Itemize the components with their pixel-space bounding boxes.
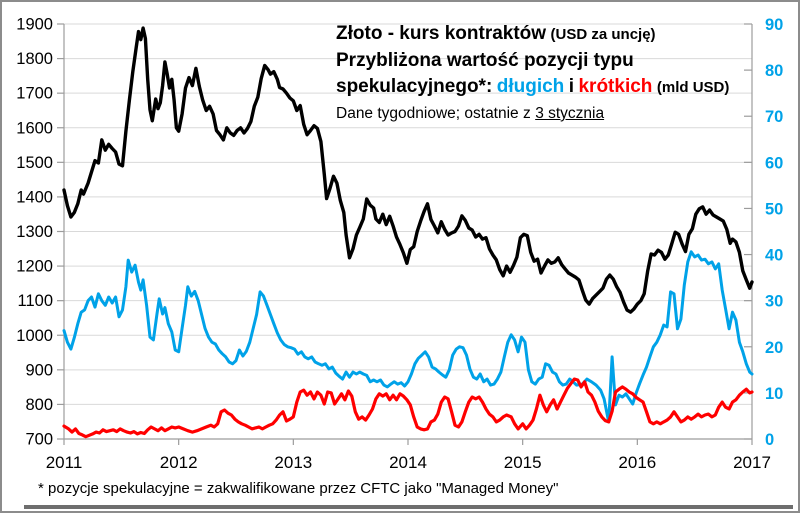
title-unit-ounce: (USD za uncję)	[550, 26, 656, 43]
left-axis-label: 1600	[16, 119, 53, 137]
right-axis-label: 60	[765, 154, 783, 172]
title-line-1: Złoto - kurs kontraktów (USD za uncję)	[336, 21, 776, 48]
right-axis-label: 80	[765, 62, 783, 80]
x-axis-year-label: 2013	[274, 453, 312, 472]
legend-long-label: długich	[496, 76, 565, 97]
title-main: Złoto - kurs kontraktów	[336, 23, 547, 44]
long-positions-line	[62, 250, 754, 424]
right-axis-label: 40	[765, 247, 783, 265]
title-line3-prefix: spekulacyjnego*:	[336, 76, 493, 97]
chart-title: Złoto - kurs kontraktów (USD za uncję) P…	[336, 21, 776, 127]
gridlines	[64, 23, 752, 405]
x-axis-year-label: 2012	[160, 453, 198, 472]
title-line3-and: i	[568, 76, 575, 97]
left-axis-label: 1500	[16, 154, 53, 172]
left-axis: 700 800 900 1000 1100 1200 1300 1400 1500 1600 170…	[16, 16, 64, 449]
left-axis-label: 1300	[16, 223, 53, 241]
right-axis-label: 70	[765, 108, 783, 126]
left-axis-label: 1000	[16, 327, 53, 345]
right-axis-label: 0	[765, 431, 774, 449]
left-axis-label: 1800	[16, 50, 53, 68]
last-data-date: 3 stycznia	[535, 105, 605, 122]
right-axis-label: 50	[765, 200, 783, 218]
right-axis-label: 10	[765, 385, 783, 403]
left-axis-label: 700	[25, 431, 53, 449]
x-axis-year-label: 2014	[389, 453, 427, 472]
left-axis-label: 800	[25, 396, 53, 414]
left-axis-label: 1900	[16, 16, 53, 34]
title-line-4: Dane tygodniowe; ostatnie z 3 stycznia	[336, 101, 776, 127]
right-axis-label: 90	[765, 16, 783, 34]
right-axis-label: 30	[765, 293, 783, 311]
right-axis-label: 20	[765, 339, 783, 357]
gold-price-line	[62, 26, 754, 314]
right-axis: 0 10 20 30 40 50 60 70 80 90	[744, 16, 783, 449]
legend-short-label: krótkich	[578, 76, 653, 97]
title-line-3: spekulacyjnego*: długich i krótkich (mld…	[336, 74, 776, 101]
window-bottom-edge	[24, 505, 793, 509]
short-positions-line	[62, 377, 754, 439]
x-axis: 2011 2012 2013 2014 2015 2016 2017	[46, 439, 771, 472]
left-axis-label: 900	[25, 361, 53, 379]
x-axis-year-label: 2017	[733, 453, 771, 472]
left-axis-label: 1200	[16, 258, 53, 276]
left-axis-label: 1400	[16, 188, 53, 206]
x-axis-year-label: 2011	[46, 453, 83, 472]
footnote: * pozycje spekulacyjne = zakwalifikowane…	[38, 480, 559, 497]
left-axis-label: 1700	[16, 85, 53, 103]
title-line-2: Przybliżona wartość pozycji typu	[336, 50, 634, 71]
x-axis-year-label: 2016	[618, 453, 656, 472]
title-unit-bln: (mld USD)	[656, 79, 730, 96]
left-axis-label: 1100	[18, 292, 53, 310]
data-frequency-label: Dane tygodniowe; ostatnie z	[336, 105, 531, 122]
x-axis-year-label: 2015	[504, 453, 542, 472]
